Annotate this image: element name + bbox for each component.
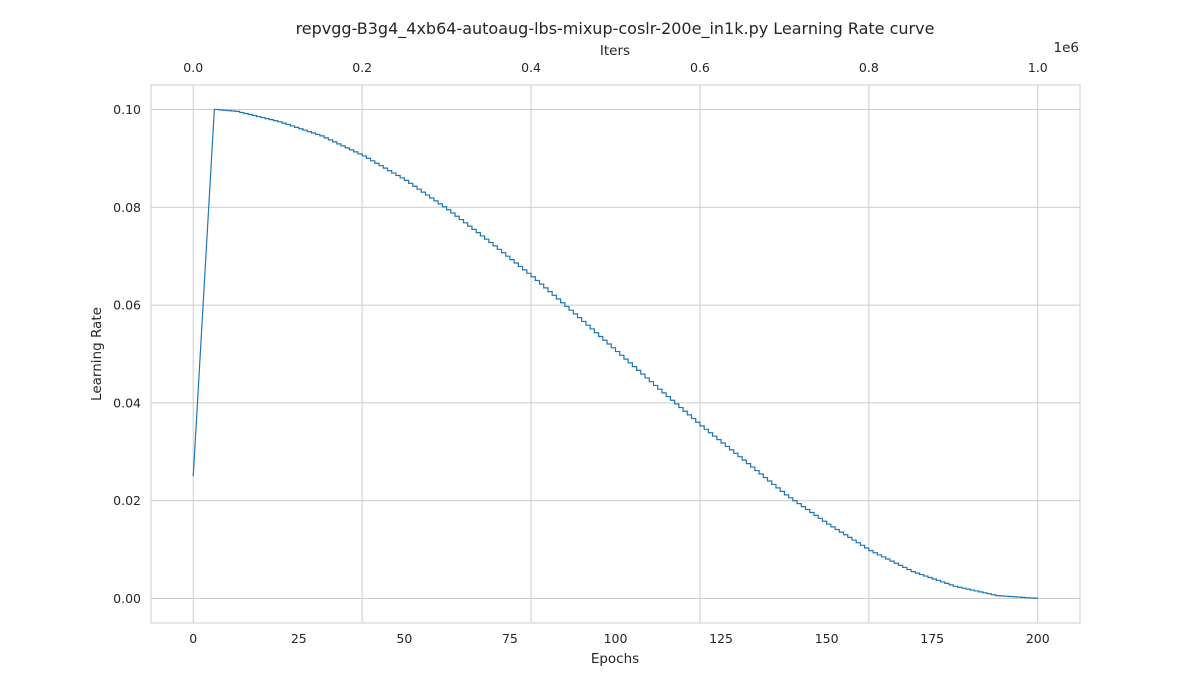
x-tick-label: 25: [291, 631, 307, 646]
x2-axis-label: Iters: [600, 43, 630, 59]
x2-offset-text: 1e6: [1054, 40, 1079, 56]
y-tick-label: 0.06: [113, 298, 141, 313]
y-tick-label: 0.04: [113, 395, 141, 410]
x-tick-label: 75: [502, 631, 518, 646]
plot-frame: [150, 84, 1081, 624]
x-tick-label: 175: [920, 631, 944, 646]
y-tick-label: 0.08: [113, 200, 141, 215]
x2-tick-label: 0.8: [859, 60, 879, 75]
x-tick-label: 0: [189, 631, 197, 646]
x2-tick-label: 0.6: [690, 60, 710, 75]
y-tick-labels: 0.00 0.02 0.04 0.06 0.08 0.10: [113, 102, 141, 606]
y-axis-label: Learning Rate: [89, 307, 105, 401]
x-axis-label: Epochs: [591, 651, 639, 667]
x-tick-labels: 0 25 50 75 100 125 150 175 200: [189, 631, 1049, 646]
x2-tick-label: 0.0: [183, 60, 203, 75]
x-tick-label: 125: [709, 631, 733, 646]
x2-tick-labels: 0.0 0.2 0.4 0.6 0.8 1.0: [183, 60, 1047, 75]
y-tick-label: 0.00: [113, 591, 141, 606]
chart-title: repvgg-B3g4_4xb64-autoaug-lbs-mixup-cosl…: [296, 19, 935, 39]
x-tick-label: 50: [396, 631, 412, 646]
series-group: [192, 108, 1039, 599]
y-tick-label: 0.10: [113, 102, 141, 117]
x2-tick-label: 1.0: [1028, 60, 1048, 75]
y-tick-label: 0.02: [113, 493, 141, 508]
x-tick-label: 200: [1026, 631, 1050, 646]
lr-series-line: [192, 108, 1039, 599]
grid: [151, 85, 1080, 623]
x-tick-label: 100: [604, 631, 628, 646]
x2-tick-label: 0.4: [521, 60, 541, 75]
x2-tick-label: 0.2: [352, 60, 372, 75]
x-tick-label: 150: [815, 631, 839, 646]
